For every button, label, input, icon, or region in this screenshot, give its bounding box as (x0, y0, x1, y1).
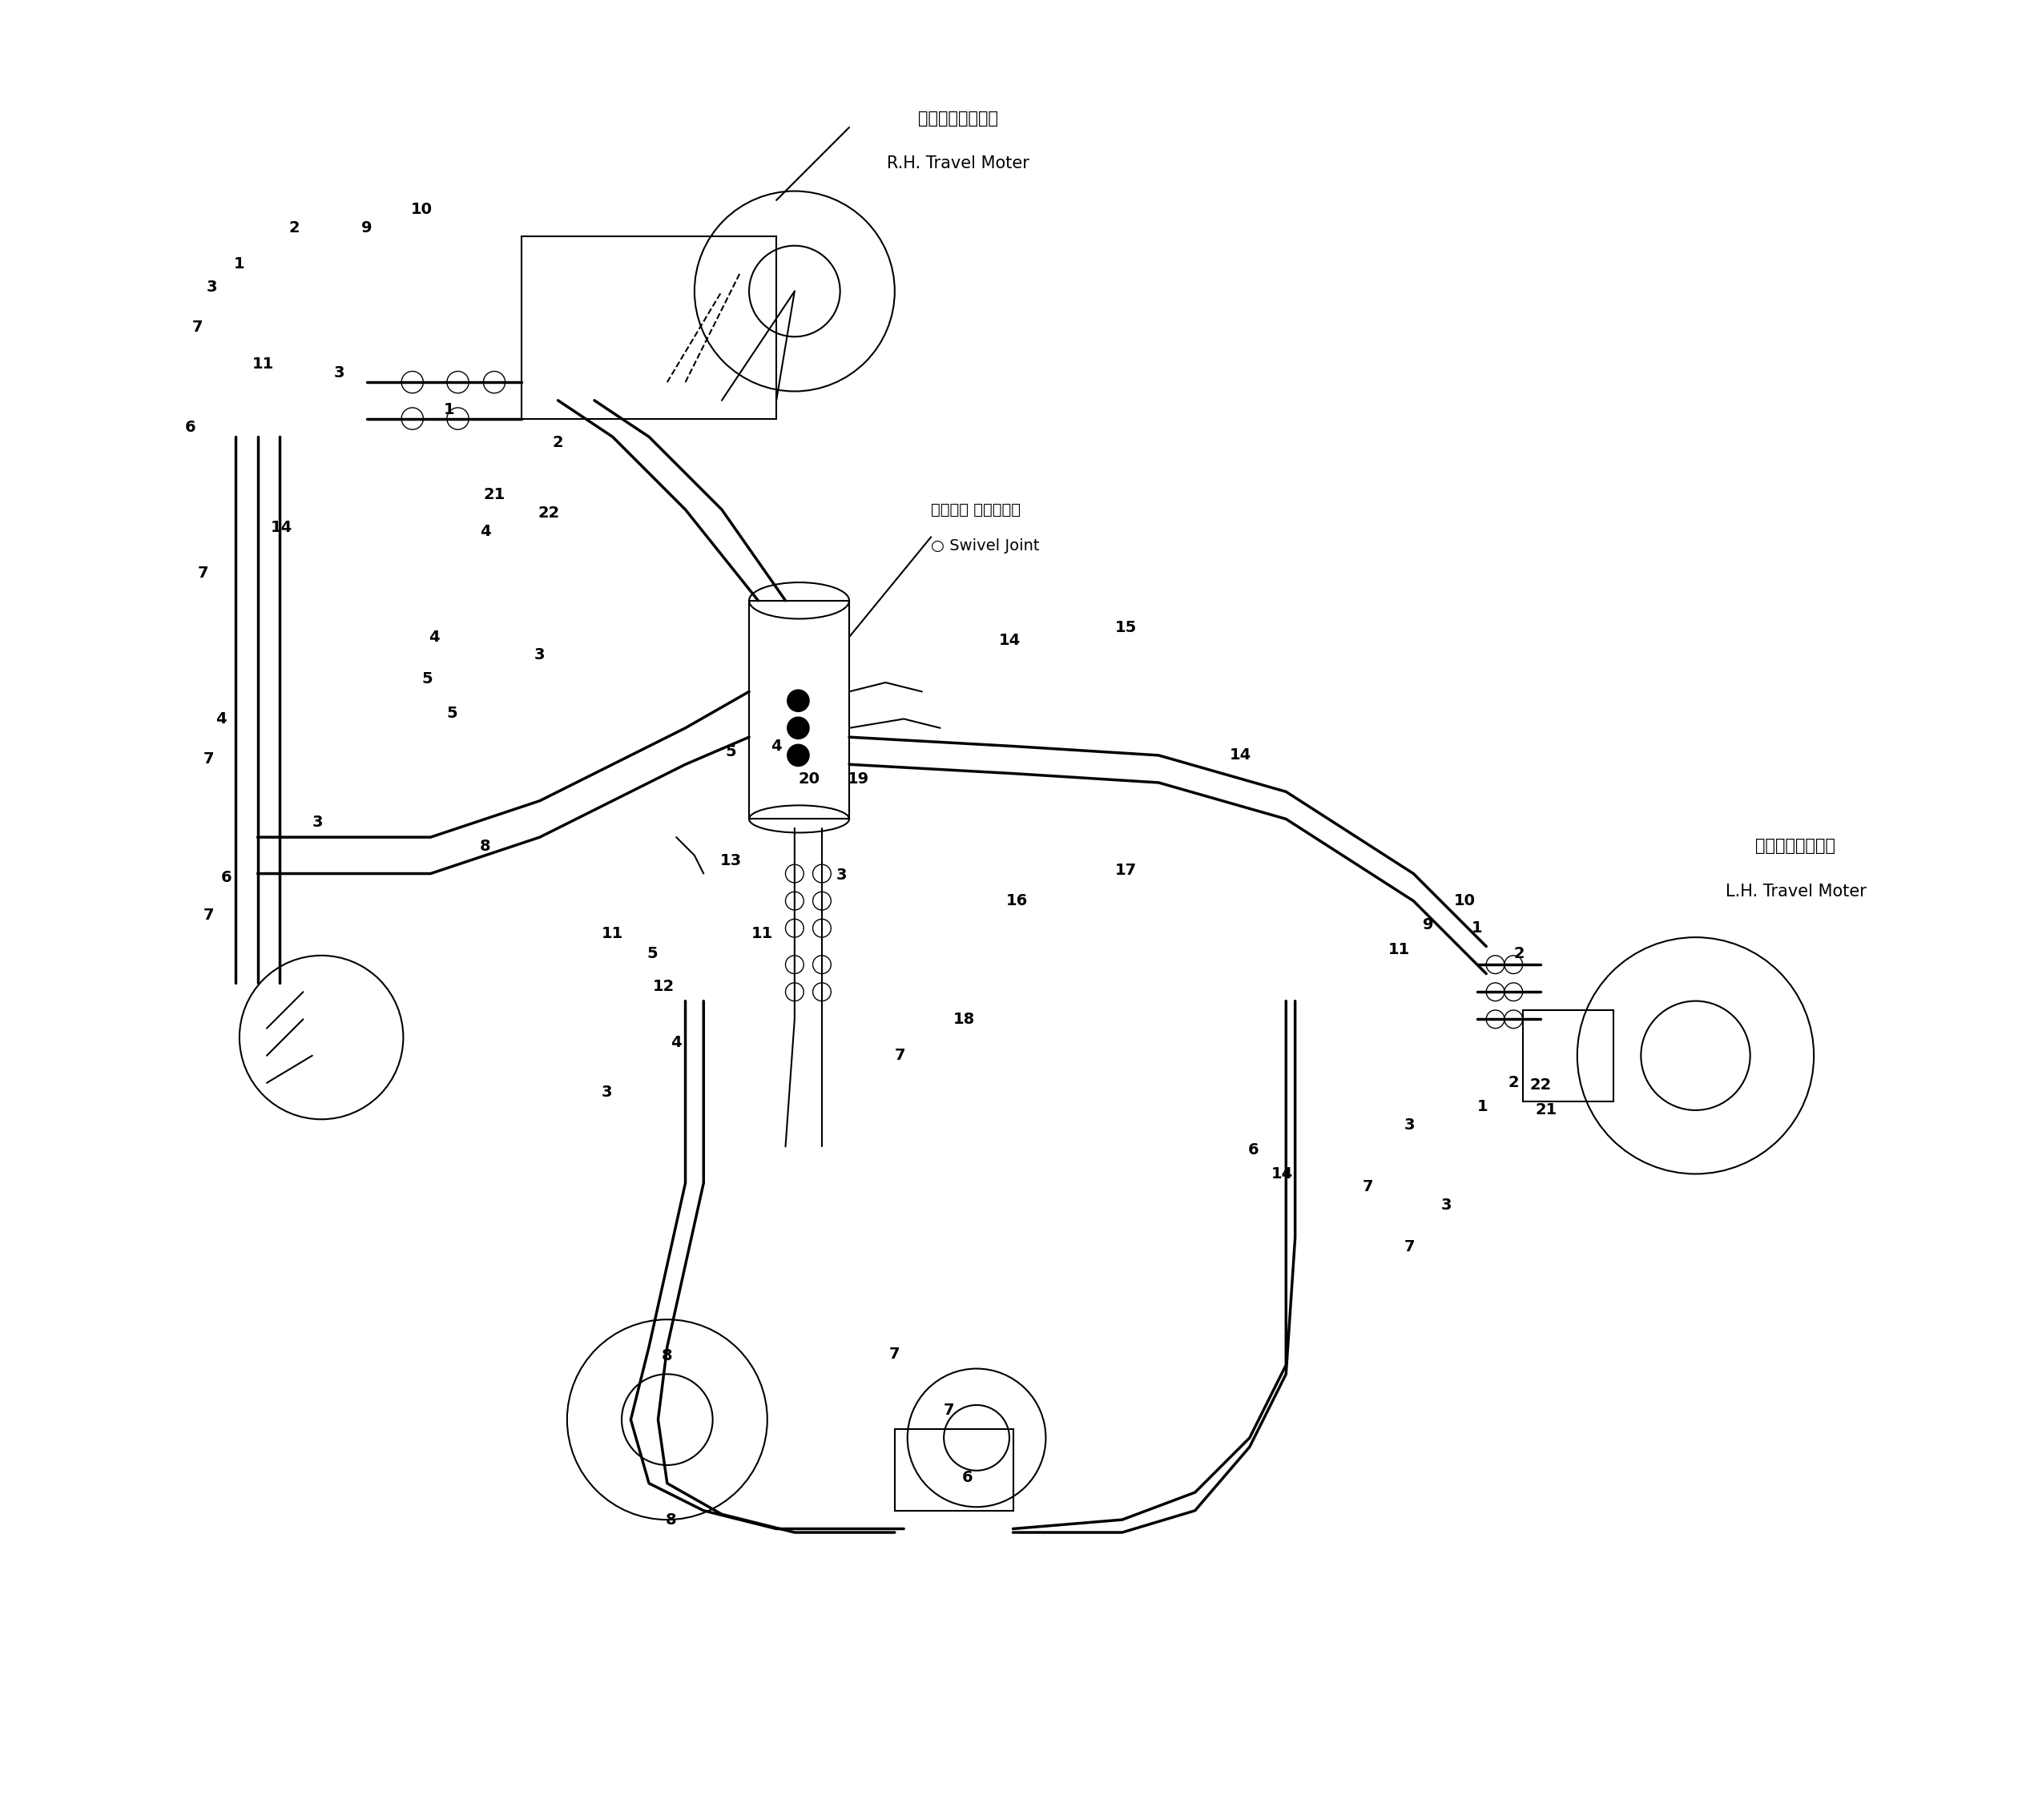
Text: 3: 3 (837, 868, 847, 883)
Text: 4: 4 (480, 524, 490, 539)
Circle shape (788, 717, 808, 739)
Text: 右　　走行モータ: 右 走行モータ (918, 111, 999, 126)
Text: 5: 5 (421, 672, 432, 686)
Text: 5: 5 (448, 706, 458, 721)
Text: L.H. Travel Moter: L.H. Travel Moter (1726, 885, 1866, 899)
Text: 7: 7 (203, 752, 215, 766)
Text: 7: 7 (203, 908, 215, 923)
Text: 1: 1 (1471, 921, 1483, 935)
Bar (750, 601, 849, 819)
Text: 21: 21 (484, 488, 504, 502)
Text: ○ Swivel Joint: ○ Swivel Joint (932, 539, 1039, 553)
Text: 1: 1 (1477, 1099, 1487, 1114)
Text: 3: 3 (312, 815, 322, 830)
Text: 3: 3 (602, 1085, 612, 1099)
Text: 7: 7 (895, 1048, 906, 1063)
Bar (521, 237, 776, 419)
Text: 左　　走行モータ: 左 走行モータ (1757, 839, 1836, 854)
Text: 11: 11 (602, 926, 624, 941)
Text: 4: 4 (430, 630, 440, 644)
Text: 8: 8 (480, 839, 490, 854)
Text: 8: 8 (665, 1512, 677, 1527)
Text: 5: 5 (725, 744, 735, 759)
Text: 16: 16 (1005, 894, 1027, 908)
Text: 3: 3 (334, 366, 344, 380)
Text: 8: 8 (663, 1349, 673, 1363)
Text: 15: 15 (1114, 621, 1137, 635)
Text: R.H. Travel Moter: R.H. Travel Moter (887, 157, 1029, 171)
Text: 22: 22 (1530, 1077, 1552, 1092)
Text: 1: 1 (233, 257, 245, 271)
Bar (1524, 1010, 1613, 1101)
Text: 21: 21 (1536, 1103, 1558, 1117)
Text: 7: 7 (192, 320, 203, 335)
Text: 19: 19 (847, 772, 869, 786)
Text: 2: 2 (1507, 1076, 1520, 1090)
Text: 13: 13 (719, 854, 742, 868)
Text: 17: 17 (1114, 863, 1137, 877)
Text: 7: 7 (944, 1403, 954, 1418)
Text: 1: 1 (444, 402, 454, 417)
Text: 7: 7 (199, 566, 209, 581)
Text: 2: 2 (288, 220, 300, 235)
Text: 18: 18 (952, 1012, 975, 1026)
Text: 11: 11 (752, 926, 772, 941)
Text: 2: 2 (1513, 946, 1524, 961)
Text: 10: 10 (411, 202, 432, 217)
Text: 14: 14 (1230, 748, 1252, 763)
Circle shape (788, 744, 808, 766)
Text: 2: 2 (553, 435, 563, 450)
Text: 9: 9 (1422, 917, 1432, 932)
Text: スイベル ジョイント: スイベル ジョイント (932, 502, 1021, 517)
Text: 6: 6 (962, 1471, 972, 1485)
Text: 7: 7 (1363, 1179, 1374, 1194)
Text: 12: 12 (652, 979, 675, 994)
Text: 7: 7 (889, 1347, 900, 1361)
Text: 10: 10 (1453, 894, 1475, 908)
Text: 4: 4 (772, 739, 782, 753)
Circle shape (788, 690, 808, 712)
Text: 11: 11 (251, 357, 274, 371)
Text: 3: 3 (207, 280, 217, 295)
Text: 22: 22 (539, 506, 559, 521)
Text: 14: 14 (1272, 1167, 1293, 1181)
Text: 4: 4 (671, 1036, 681, 1050)
Text: 5: 5 (646, 946, 658, 961)
Text: 9: 9 (361, 220, 373, 235)
Text: 14: 14 (999, 633, 1021, 648)
Text: 3: 3 (535, 648, 545, 662)
Text: 6: 6 (1248, 1143, 1258, 1158)
Text: 4: 4 (217, 712, 227, 726)
Bar (895, 1429, 1013, 1511)
Text: 7: 7 (1404, 1239, 1416, 1254)
Text: 6: 6 (184, 420, 197, 435)
Text: 11: 11 (1388, 943, 1410, 957)
Text: 20: 20 (798, 772, 821, 786)
Text: 14: 14 (269, 521, 292, 535)
Text: 3: 3 (1440, 1198, 1451, 1212)
Text: 6: 6 (221, 870, 233, 885)
Text: 3: 3 (1404, 1117, 1416, 1132)
